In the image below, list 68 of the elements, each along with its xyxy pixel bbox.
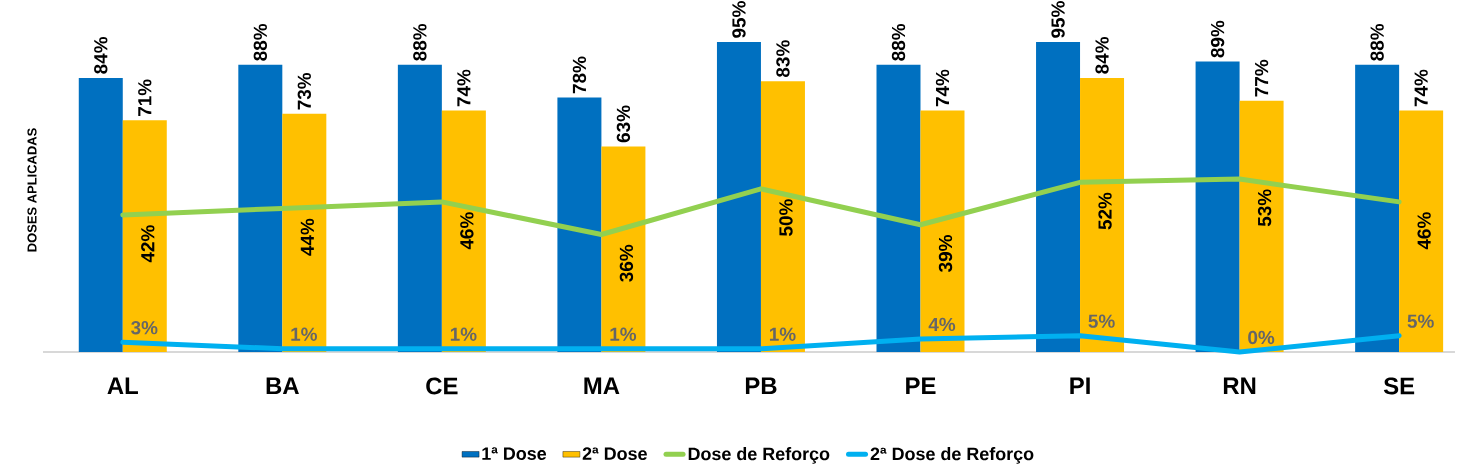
data-label: 46%: [460, 212, 474, 250]
bar: [1399, 110, 1444, 352]
bar: [920, 110, 965, 352]
data-label: 44%: [300, 218, 314, 256]
data-label: 74%: [457, 69, 471, 107]
data-label: 4%: [928, 317, 956, 332]
bar: [1239, 100, 1284, 352]
legend-label: 2ª Dose de Reforço: [870, 447, 1034, 464]
bar: [716, 42, 761, 352]
data-label: 1%: [450, 327, 477, 341]
data-label: 5%: [1088, 314, 1115, 328]
bar: [1080, 77, 1125, 352]
data-label: 77%: [1254, 59, 1269, 97]
data-label: 42%: [141, 225, 155, 263]
data-label: 74%: [1414, 69, 1428, 107]
data-label: 39%: [938, 235, 953, 273]
x-tick-label: MA: [584, 377, 620, 394]
legend-label: Dose de Reforço: [688, 447, 830, 464]
data-label: 89%: [1210, 20, 1225, 58]
x-tick-label: AL: [107, 377, 138, 394]
legend-label: 2ª Dose: [582, 447, 647, 460]
bar: [441, 110, 486, 352]
data-label: 1%: [769, 327, 796, 341]
data-label: 74%: [935, 69, 950, 107]
data-label: 83%: [776, 40, 790, 78]
bar: [78, 77, 123, 352]
bar: [122, 120, 167, 352]
x-tick-label: RN: [1223, 377, 1256, 394]
data-label: 1%: [610, 327, 637, 341]
x-tick-label: PB: [745, 377, 777, 394]
data-label: 50%: [779, 199, 793, 236]
bar: [760, 81, 805, 352]
data-label: 78%: [572, 56, 587, 94]
data-label: 0%: [1248, 330, 1275, 345]
bar: [397, 64, 442, 352]
data-label: 63%: [616, 105, 631, 143]
data-label: 88%: [891, 23, 906, 61]
data-label: 3%: [131, 320, 158, 335]
x-tick-label: PE: [906, 377, 936, 394]
bar: [1036, 42, 1081, 352]
bar: [282, 113, 327, 352]
legend-label: 1ª Dose: [482, 447, 547, 460]
bar: [601, 146, 646, 352]
bar: [1195, 61, 1240, 352]
data-label: 46%: [1417, 212, 1431, 250]
x-tick-label: PI: [1070, 377, 1090, 394]
data-label: 84%: [94, 37, 108, 74]
bar: [1355, 64, 1400, 352]
data-label: 1%: [291, 327, 317, 341]
data-label: 95%: [732, 1, 746, 38]
data-label: 95%: [1051, 1, 1065, 38]
x-tick-label: BA: [266, 377, 299, 394]
bar: [876, 64, 921, 352]
data-label: 88%: [413, 23, 427, 61]
data-label: 73%: [297, 72, 312, 110]
data-label: 71%: [138, 79, 152, 116]
data-label: 53%: [1257, 189, 1272, 227]
y-axis-title: DOSES APLICADAS: [27, 128, 37, 252]
data-label: 5%: [1407, 314, 1434, 328]
data-label: 88%: [253, 23, 268, 61]
data-label: 36%: [619, 244, 634, 282]
x-tick-label: CE: [426, 377, 458, 395]
data-label: 84%: [1095, 37, 1109, 74]
x-tick-label: SE: [1383, 377, 1415, 395]
bar: [557, 97, 602, 352]
bar: [238, 64, 283, 352]
data-label: 88%: [1370, 23, 1384, 61]
data-label: 52%: [1098, 192, 1112, 230]
